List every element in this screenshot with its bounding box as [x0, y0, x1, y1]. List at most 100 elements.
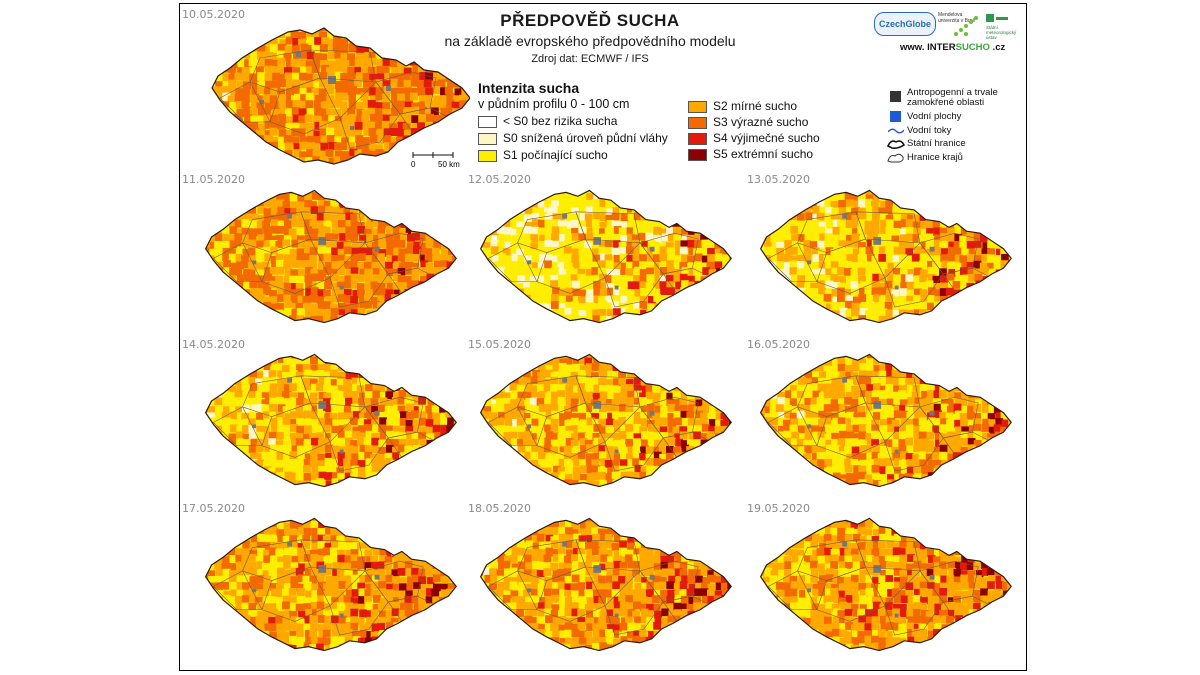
czechglobe-logo: CzechGlobe	[874, 12, 936, 36]
urban-area	[374, 574, 380, 580]
map-date-label: 17.05.2020	[182, 502, 245, 515]
map-date-label: 14.05.2020	[182, 338, 245, 351]
map-date-label: 16.05.2020	[747, 338, 810, 351]
urban-area	[318, 237, 327, 245]
region-border	[261, 402, 331, 458]
map-date-label: 12.05.2020	[468, 173, 531, 186]
urban-area	[527, 424, 532, 429]
region-border	[536, 402, 606, 458]
urban-area	[527, 588, 532, 593]
region-border	[767, 406, 818, 447]
urban-area	[894, 449, 899, 454]
region-border	[816, 402, 886, 458]
drought-map	[759, 517, 1012, 652]
urban-area	[842, 213, 848, 219]
urban-area	[807, 260, 812, 265]
map-date-label: 15.05.2020	[468, 338, 531, 351]
drought-map	[204, 353, 457, 488]
legend-label: S1 počínající sucho	[503, 148, 608, 162]
urban-area	[649, 574, 655, 580]
region-border	[536, 238, 606, 294]
scale-distance: 50 km	[438, 160, 460, 169]
legend-symbol-label: Antropogenní a trvale zamokřené oblasti	[907, 87, 998, 108]
legend-swatch	[478, 133, 497, 145]
region-border	[261, 566, 331, 622]
region-border	[219, 81, 271, 123]
region-border	[884, 406, 944, 472]
state-border	[759, 517, 1012, 652]
region-border	[212, 242, 263, 283]
region-border	[767, 242, 818, 283]
region-border	[604, 242, 664, 308]
legend-swatch	[688, 101, 707, 113]
urban-area	[807, 588, 812, 593]
drought-map	[479, 353, 732, 488]
region-border	[884, 570, 944, 636]
intersucho-prefix: www. INTER	[900, 42, 956, 53]
region-border	[329, 406, 389, 472]
state-border	[204, 189, 457, 324]
data-source: Zdroj dat: ECMWF / IFS	[531, 53, 649, 65]
urban-area	[252, 260, 257, 265]
legend-swatch	[688, 149, 707, 161]
state-border	[211, 27, 471, 165]
urban-area	[873, 565, 882, 573]
urban-area	[339, 285, 344, 290]
urban-area	[328, 76, 336, 84]
region-border	[212, 570, 263, 611]
legend-panel: Intenzita sucha v půdním profilu 0 - 100…	[470, 76, 1020, 166]
drought-map	[759, 353, 1012, 488]
legend-swatch	[478, 150, 497, 162]
drought-fill	[760, 518, 1012, 651]
urban-area	[649, 410, 655, 416]
state-border	[759, 353, 1012, 488]
legend-label: < S0 bez rizika sucha	[503, 114, 618, 128]
drought-forecast-figure: 10.05.2020 11.05.2020 12.05.2020 13.05.2…	[179, 3, 1027, 671]
urban-area	[287, 541, 293, 547]
urban-area	[614, 285, 619, 290]
drought-map	[479, 517, 732, 652]
scale-zero: 0	[411, 160, 416, 169]
region-border	[604, 570, 664, 636]
urban-area	[339, 613, 344, 618]
urban-area	[894, 285, 899, 290]
urban-area	[649, 246, 655, 252]
state-border	[479, 189, 732, 324]
region-border	[339, 81, 401, 149]
legend-swatch	[688, 117, 707, 129]
urban-area	[593, 237, 602, 245]
river-line-icon	[888, 128, 904, 134]
legend-label: S0 snížená úroveň půdní vláhy	[503, 131, 668, 145]
region-border	[604, 406, 664, 472]
chmi-logo: Státní meteorologický ústav	[986, 14, 1016, 40]
urban-area	[252, 588, 257, 593]
legend-label: S3 výrazné sucho	[713, 115, 809, 129]
region-border	[816, 566, 886, 622]
scale-bar: 0 50 km	[411, 152, 460, 169]
urban-area	[287, 377, 293, 383]
gray-square-icon	[890, 91, 901, 102]
drought-fill	[760, 190, 1012, 323]
drought-fill	[480, 518, 732, 651]
region-border	[767, 570, 818, 611]
urban-area	[374, 410, 380, 416]
map-date-label: 19.05.2020	[747, 502, 810, 515]
map-date-label: 11.05.2020	[182, 173, 245, 186]
legend-title: Intenzita sucha	[478, 80, 580, 96]
urban-area	[873, 401, 882, 409]
legend-label: S5 extrémní sucho	[713, 147, 814, 161]
intersucho-link[interactable]: www. INTERSUCHO .cz	[900, 42, 1005, 53]
state-border	[479, 517, 732, 652]
drought-map	[479, 189, 732, 324]
urban-area	[252, 424, 257, 429]
urban-area	[374, 246, 380, 252]
drought-map	[204, 189, 457, 324]
urban-area	[339, 449, 344, 454]
region-border	[884, 242, 944, 308]
urban-area	[929, 574, 935, 580]
legend-symbol-label: Vodní plochy	[907, 111, 962, 122]
blue-square-icon	[890, 111, 901, 122]
legend-swatch	[478, 116, 497, 128]
urban-area	[929, 246, 935, 252]
urban-area	[593, 401, 602, 409]
